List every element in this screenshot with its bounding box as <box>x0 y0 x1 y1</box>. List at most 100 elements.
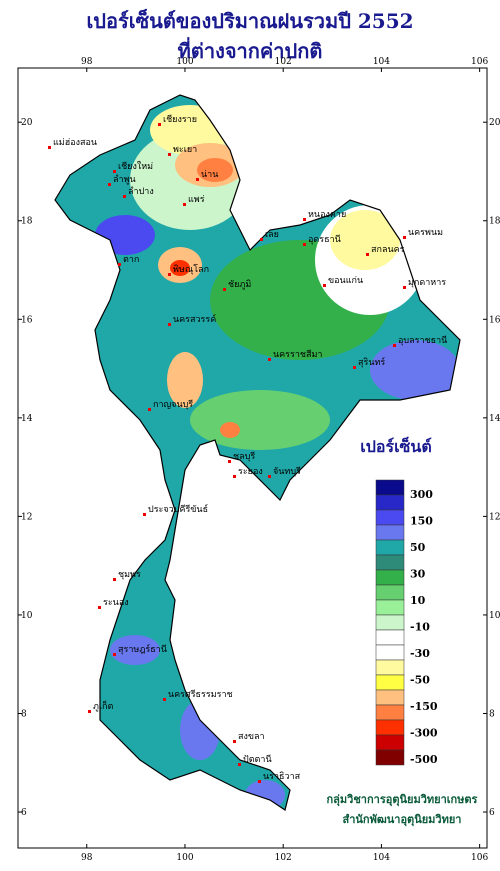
legend-swatch <box>375 569 405 586</box>
lat-label: 20 <box>21 118 33 128</box>
place-label: แพร่ <box>188 195 205 205</box>
station-dot <box>168 153 171 156</box>
place-label: กาญจนบุรี <box>153 399 193 410</box>
station-dot <box>88 710 91 713</box>
legend-swatch <box>375 599 405 616</box>
legend-swatch <box>375 584 405 601</box>
station-dot <box>260 238 263 241</box>
place-label: ชลบุรี <box>233 451 255 462</box>
place-label: ระยอง <box>238 467 263 477</box>
lon-label: 106 <box>471 853 488 863</box>
station-dot <box>303 243 306 246</box>
legend-swatch <box>375 524 405 541</box>
legend-label: -300 <box>410 727 438 740</box>
place-label: เลย <box>265 230 279 240</box>
lat-label: 6 <box>21 808 27 818</box>
legend-swatch <box>375 629 405 646</box>
station-dot <box>158 123 161 126</box>
station-dot <box>353 366 356 369</box>
lat-label: 10 <box>21 611 33 621</box>
station-dot <box>268 358 271 361</box>
legend-label: 300 <box>410 488 433 501</box>
station-dot <box>303 218 306 221</box>
place-label: นครศรีธรรมราช <box>168 689 233 700</box>
lon-label: 100 <box>176 57 193 67</box>
legend-swatch <box>375 554 405 571</box>
station-dot <box>168 323 171 326</box>
station-dot <box>113 578 116 581</box>
place-label: ชัยภูมิ <box>228 279 251 290</box>
station-dot <box>143 513 146 516</box>
station-dot <box>393 344 396 347</box>
legend-swatch <box>375 539 405 556</box>
legend-swatch <box>375 614 405 631</box>
place-label: ลำปาง <box>128 186 154 197</box>
lon-label: 104 <box>373 57 390 67</box>
place-label: ภูเก็ต <box>93 699 113 712</box>
station-dot <box>108 183 111 186</box>
legend-label: 50 <box>410 541 426 554</box>
place-label: ชุมพร <box>118 570 141 580</box>
lat-label: 16 <box>21 315 33 325</box>
station-dot <box>403 236 406 239</box>
station-dot <box>223 288 226 291</box>
place-label: อุดรธานี <box>308 234 341 245</box>
place-label: สุราษฎร์ธานี <box>118 643 167 655</box>
legend-swatch <box>375 734 405 751</box>
place-label: สุรินทร์ <box>358 356 385 368</box>
legend-swatch <box>375 644 405 661</box>
legend-label: -30 <box>410 647 430 660</box>
station-dot <box>238 763 241 766</box>
place-label: จันทบุรี <box>273 466 301 477</box>
legend-label: -10 <box>410 621 430 634</box>
legend-swatch <box>375 509 405 526</box>
station-dot <box>366 253 369 256</box>
credit: กลุ่มวิชาการอุตุนิยมวิทยาเกษตร <box>327 793 478 807</box>
legend-label: 150 <box>410 515 433 528</box>
place-label: ตาก <box>123 255 139 265</box>
lon-label: 100 <box>176 853 193 863</box>
legend-swatch <box>375 479 405 496</box>
place-label: อุบลราชธานี <box>398 335 447 346</box>
lon-label: 98 <box>81 853 93 863</box>
station-dot <box>268 475 271 478</box>
lat-label: 8 <box>21 709 27 719</box>
lat-label: 8 <box>489 709 495 719</box>
lat-label: 14 <box>489 414 500 424</box>
title: เปอร์เซ็นต์ของปริมาณฝนรวมปี 2552 <box>86 8 413 33</box>
place-label: หนองคาย <box>308 210 346 220</box>
place-label: นราธิวาส <box>263 771 301 782</box>
place-label: ประจวบคีรีขันธ์ <box>148 503 208 515</box>
place-label: ขอนแก่น <box>328 276 363 286</box>
station-dot <box>403 286 406 289</box>
place-label: สงขลา <box>238 732 265 742</box>
station-dot <box>233 475 236 478</box>
station-dot <box>258 780 261 783</box>
credit: สำนักพัฒนาอุตุนิยมวิทยา <box>343 813 462 827</box>
place-label: ลำพูน <box>113 174 136 185</box>
legend-label: -500 <box>410 753 438 766</box>
legend-label: 30 <box>410 568 426 581</box>
place-label: เชียงใหม่ <box>118 161 153 172</box>
station-dot <box>123 195 126 198</box>
legend-label: -150 <box>410 700 438 713</box>
legend-swatch <box>375 659 405 676</box>
place-label: พะเยา <box>173 145 197 155</box>
lon-label: 102 <box>275 57 292 67</box>
legend-swatch <box>375 719 405 736</box>
station-dot <box>233 740 236 743</box>
legend-swatch <box>375 704 405 721</box>
lat-label: 18 <box>21 217 33 227</box>
station-dot <box>98 606 101 609</box>
legend-title: เปอร์เซ็นต์ <box>360 435 431 456</box>
station-dot <box>323 284 326 287</box>
lat-label: 10 <box>489 611 500 621</box>
lon-label: 106 <box>471 57 488 67</box>
place-label: นครราชสีมา <box>273 349 322 360</box>
place-label: สกลนคร <box>371 245 405 255</box>
lon-label: 98 <box>81 57 93 67</box>
legend-label: -50 <box>410 674 430 687</box>
place-label: เชียงราย <box>163 114 197 125</box>
legend-label: 10 <box>410 594 426 607</box>
